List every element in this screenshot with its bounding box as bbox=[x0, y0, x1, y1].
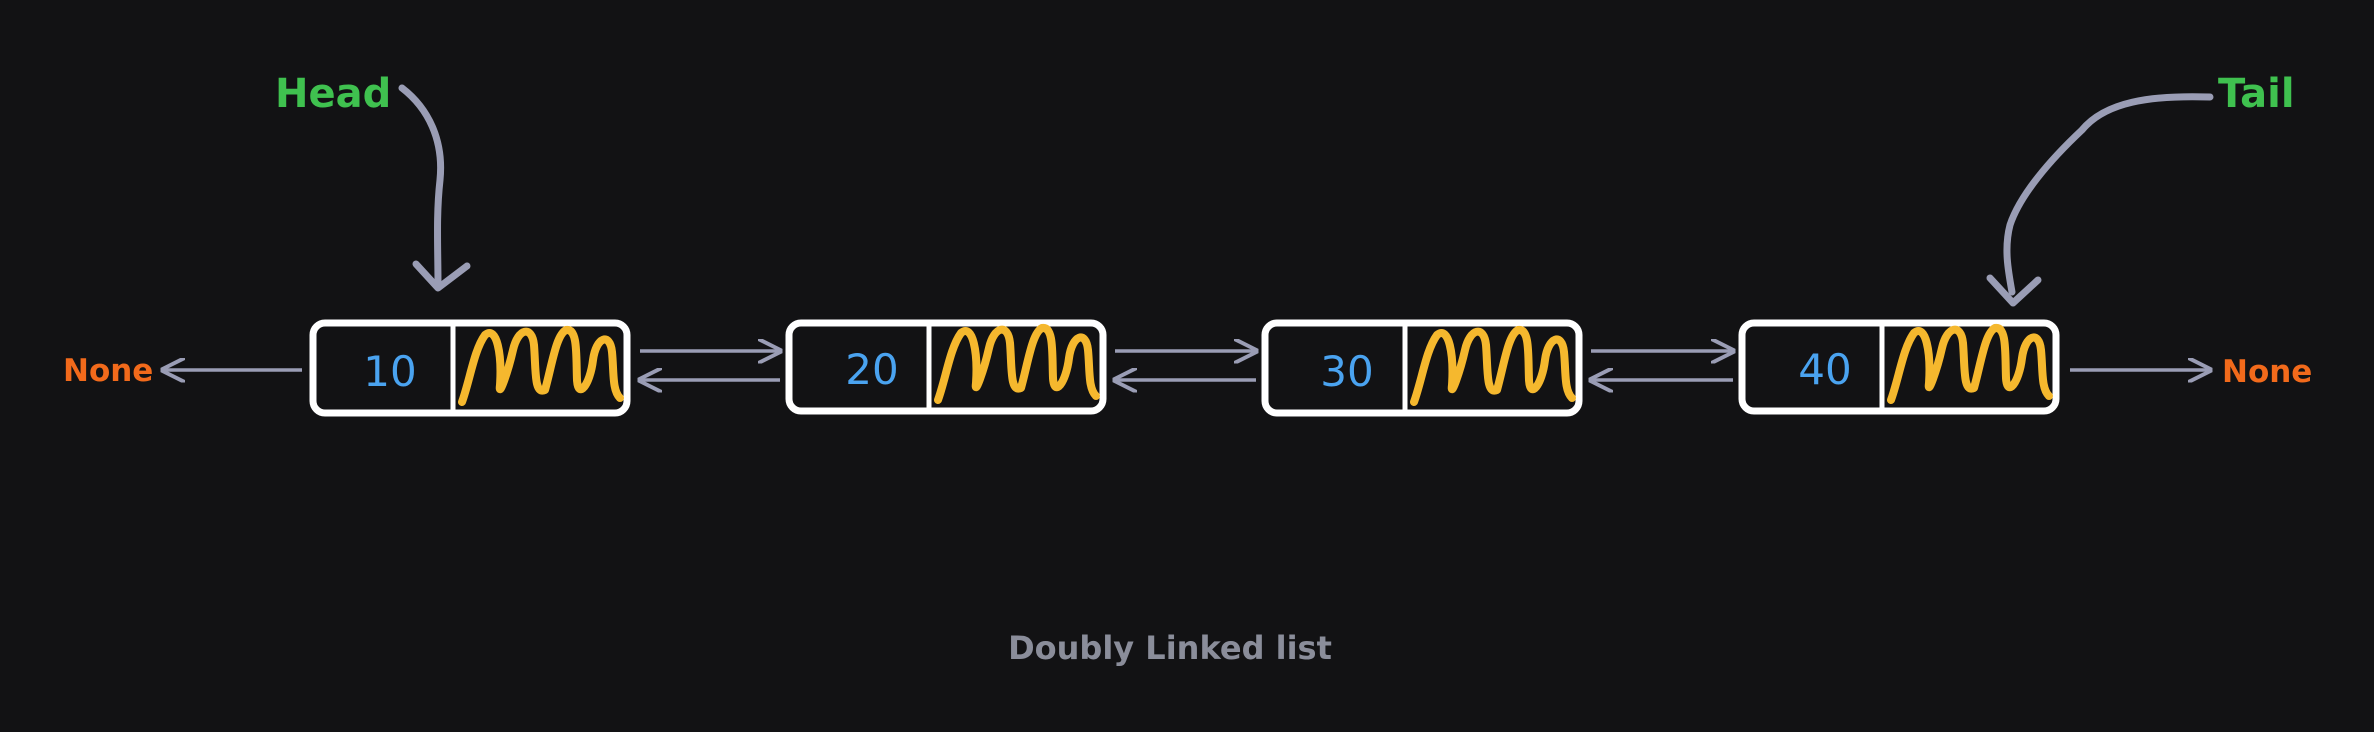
node-4: 40 bbox=[1738, 319, 2060, 415]
link-arrows-1-2 bbox=[640, 351, 780, 380]
diagram-caption: Doubly Linked list bbox=[1008, 629, 1332, 667]
node-value: 10 bbox=[363, 347, 416, 396]
head-pointer-arrowhead bbox=[412, 260, 471, 292]
tail-label: Tail bbox=[2218, 71, 2295, 117]
head-pointer-arrow bbox=[398, 84, 445, 289]
node-2: 20 bbox=[785, 319, 1107, 415]
right-none-label: None bbox=[2222, 354, 2312, 390]
pointer-scribble bbox=[458, 326, 624, 406]
node-value: 20 bbox=[845, 345, 898, 394]
node-value: 40 bbox=[1798, 345, 1851, 394]
tail-pointer-arrowhead bbox=[1986, 274, 2042, 307]
link-arrows-2-3 bbox=[1115, 351, 1256, 380]
node-1: 10 bbox=[309, 319, 631, 417]
pointer-scribble bbox=[934, 324, 1100, 404]
pointer-scribble bbox=[1887, 324, 2053, 404]
head-label: Head bbox=[275, 71, 391, 117]
link-arrows-3-4 bbox=[1591, 351, 1733, 380]
pointer-scribble bbox=[1410, 326, 1576, 406]
node-3: 30 bbox=[1261, 319, 1583, 417]
left-none-label: None bbox=[63, 353, 153, 389]
tail-pointer-arrow bbox=[2003, 93, 2214, 296]
node-value: 30 bbox=[1320, 347, 1373, 396]
